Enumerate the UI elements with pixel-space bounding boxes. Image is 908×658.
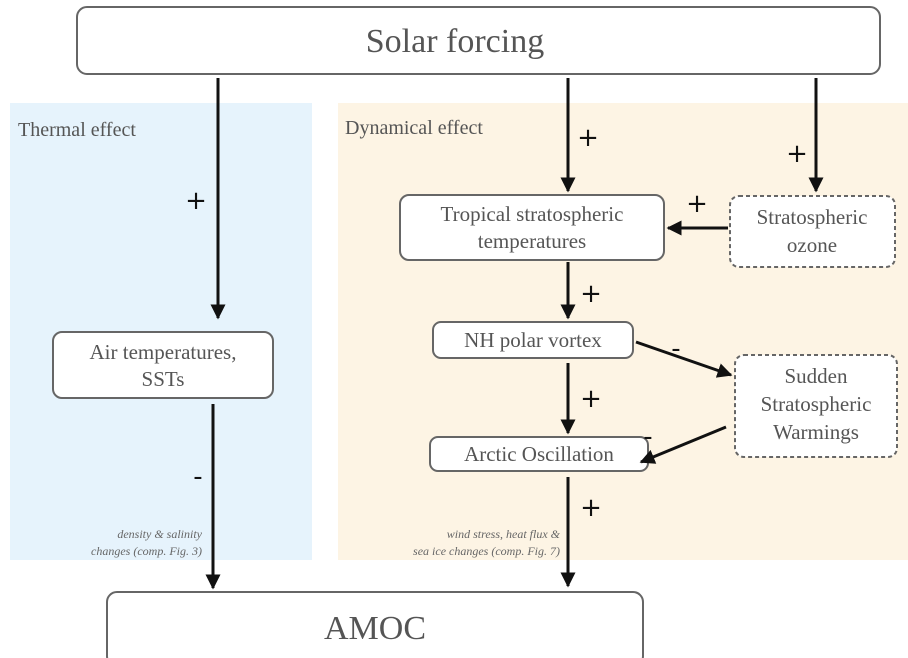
edge-sign: + [580, 384, 602, 414]
annotation: sea ice changes (comp. Fig. 7) [413, 544, 560, 558]
node-box [734, 354, 898, 458]
edge-sign: + [577, 123, 599, 153]
arrow [639, 425, 727, 464]
node-label: Sudden [785, 364, 849, 388]
annotation: changes (comp. Fig. 3) [91, 544, 202, 558]
edge-sign: + [686, 189, 708, 219]
node-box [729, 195, 896, 268]
edge-sign: + [580, 493, 602, 523]
edge-sign: + [580, 279, 602, 309]
edge-sign: - [643, 422, 652, 452]
node-label: Air temperatures, [90, 340, 237, 364]
edge-sign: - [671, 334, 680, 364]
node-label: Warmings [773, 420, 859, 444]
panel-label: Thermal effect [18, 119, 136, 141]
node-label: Stratospheric [757, 205, 868, 229]
arrow [635, 340, 733, 378]
node-label: temperatures [478, 229, 586, 253]
node-label: Solar forcing [366, 23, 544, 60]
annotation: wind stress, heat flux & [447, 527, 561, 541]
node-box [76, 6, 881, 75]
node-label: SSTs [142, 367, 185, 391]
node-box [399, 194, 665, 261]
node-label: Stratospheric [761, 392, 872, 416]
edge-sign: + [786, 139, 808, 169]
node-box [52, 331, 274, 399]
edge-sign: - [193, 462, 202, 492]
annotation: density & salinity [117, 527, 202, 541]
node-label: AMOC [324, 610, 426, 647]
node-label: Arctic Oscillation [464, 442, 614, 466]
edge-sign: + [185, 186, 207, 216]
node-label: ozone [787, 233, 837, 257]
node-box [432, 321, 634, 359]
node-label: Tropical stratospheric [441, 202, 624, 226]
node-label: NH polar vortex [464, 328, 602, 352]
node-box [106, 591, 644, 658]
panel-label: Dynamical effect [345, 117, 483, 139]
